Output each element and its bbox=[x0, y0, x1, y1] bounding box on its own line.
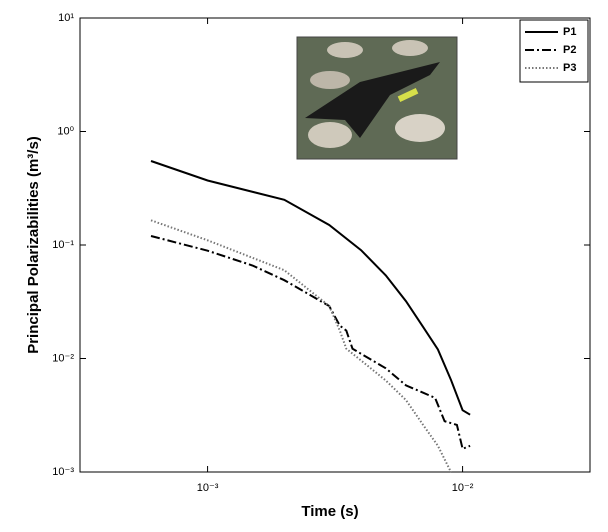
series-line bbox=[150, 219, 452, 473]
inset-photo bbox=[296, 36, 458, 160]
y-tick-label: 10⁰ bbox=[57, 125, 74, 137]
legend-label: P3 bbox=[563, 62, 576, 74]
y-axis-label: Principal Polarizabilities (m³/s) bbox=[25, 136, 42, 354]
series-line bbox=[150, 235, 471, 451]
legend-label: P1 bbox=[563, 26, 576, 38]
series-line bbox=[150, 160, 471, 416]
x-axis-label: Time (s) bbox=[301, 503, 358, 520]
y-tick-label: 10⁻³ bbox=[52, 466, 74, 478]
x-tick-label: 10⁻³ bbox=[197, 482, 219, 494]
legend-label: P2 bbox=[563, 44, 576, 56]
y-tick-label: 10¹ bbox=[58, 12, 74, 24]
x-tick-label: 10⁻² bbox=[452, 482, 474, 494]
y-tick-label: 10⁻¹ bbox=[52, 239, 74, 251]
y-tick-label: 10⁻² bbox=[52, 352, 74, 364]
